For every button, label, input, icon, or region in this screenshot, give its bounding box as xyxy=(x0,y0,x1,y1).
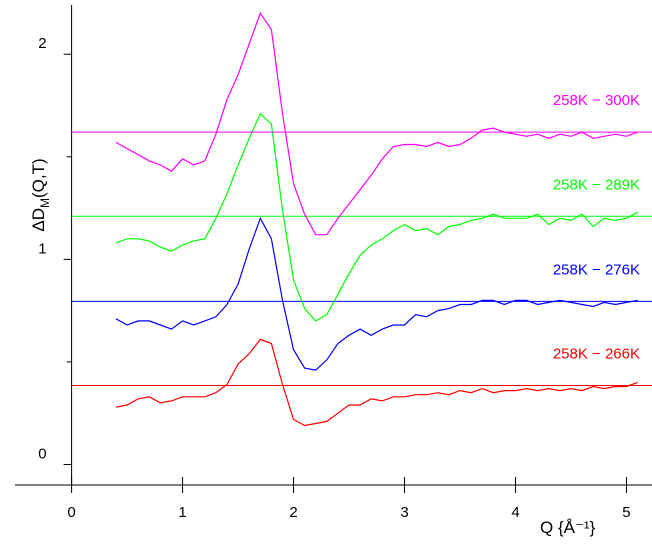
x-axis-label: Q {Å⁻¹} xyxy=(540,518,596,537)
data-line xyxy=(115,216,638,371)
data-line xyxy=(115,11,638,236)
y-axis-label: ΔDM(Q,T) xyxy=(29,158,52,231)
x-tick-label: 2 xyxy=(289,504,297,521)
series-label: 258K − 266K xyxy=(553,346,640,363)
x-tick-label: 0 xyxy=(67,504,75,521)
series-label: 258K − 276K xyxy=(553,261,640,278)
y-tick-label: 1 xyxy=(38,240,46,257)
data-line xyxy=(115,338,638,427)
x-tick-label: 1 xyxy=(178,504,186,521)
x-tick-label: 5 xyxy=(622,504,630,521)
y-tick-label: 2 xyxy=(38,35,46,52)
series-label: 258K − 300K xyxy=(553,92,640,109)
y-label-sub: M xyxy=(38,198,52,208)
y-tick-label: 0 xyxy=(38,445,46,462)
y-label-main: ΔD xyxy=(29,208,48,232)
series-label: 258K − 289K xyxy=(553,176,640,193)
x-tick-label: 4 xyxy=(511,504,519,521)
x-tick-label: 3 xyxy=(400,504,408,521)
data-line xyxy=(115,112,638,322)
y-label-rest: (Q,T) xyxy=(29,158,48,198)
